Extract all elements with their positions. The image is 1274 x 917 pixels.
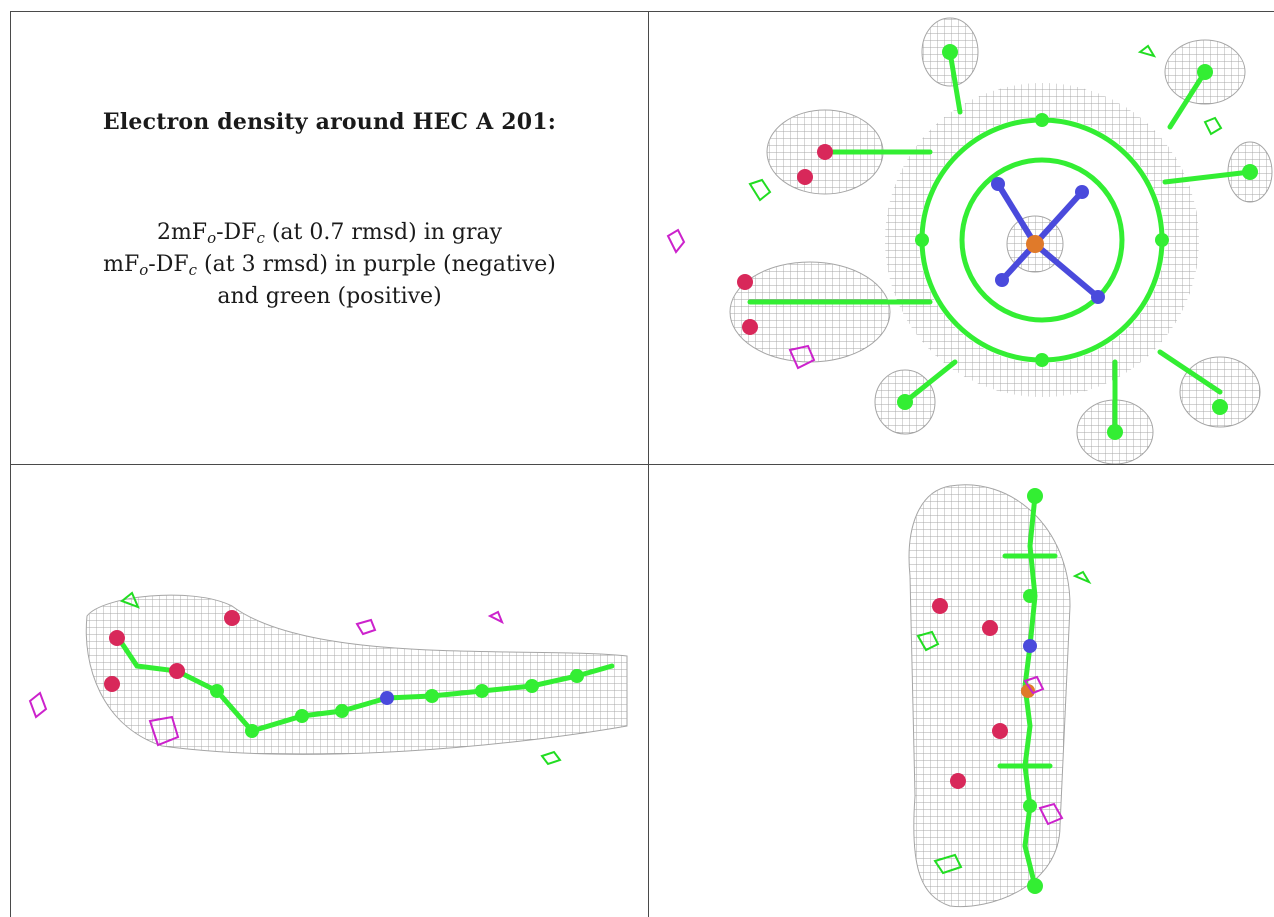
density-view-side: [12, 466, 647, 917]
density-mesh: [909, 485, 1070, 907]
caption-line-positive: and green (positive): [11, 281, 648, 313]
caption-cell: Electron density around HEC A 201: 2mFo-…: [11, 12, 648, 464]
heme-side-on-image: [12, 466, 647, 917]
density-view-top: [650, 12, 1274, 464]
heme-edge-on-image: [650, 466, 1274, 917]
density-view-edge: [650, 466, 1274, 917]
caption-line-2fo-dfc: 2mFo-DFc (at 0.7 rmsd) in gray: [11, 217, 648, 249]
density-mesh: [86, 595, 627, 754]
caption-line-fo-dfc: mFo-DFc (at 3 rmsd) in purple (negative): [11, 249, 648, 281]
table-divider-horizontal: [10, 464, 1274, 465]
caption-description: 2mFo-DFc (at 0.7 rmsd) in gray mFo-DFc (…: [11, 217, 648, 313]
heme-face-on-image: [650, 12, 1274, 464]
density-mesh: [730, 18, 1272, 464]
caption-title: Electron density around HEC A 201:: [11, 109, 648, 135]
